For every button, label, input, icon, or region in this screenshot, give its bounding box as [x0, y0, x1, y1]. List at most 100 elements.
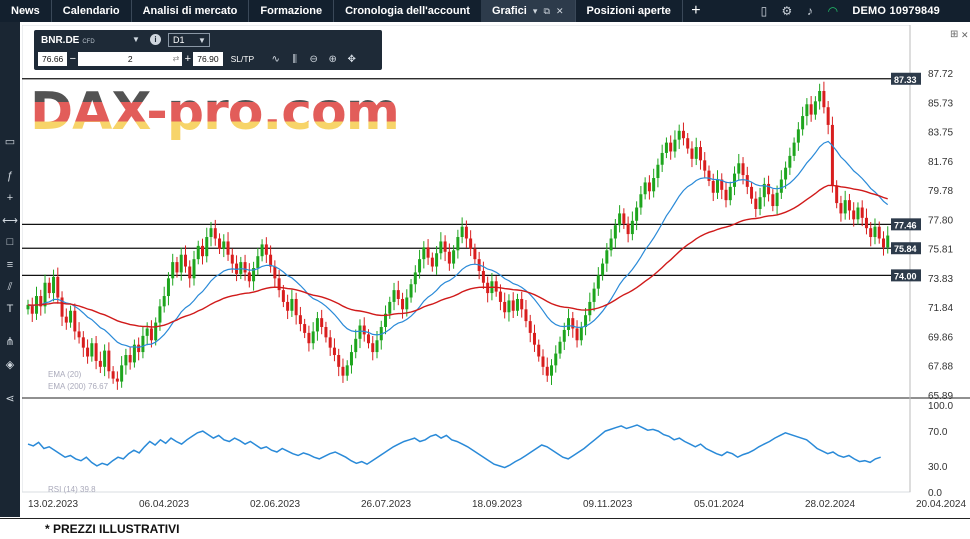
top-right-area: ▯ ⚙ ♪ ◠ DEMO 10979849 [752, 0, 970, 22]
bell-icon[interactable]: ♪ [806, 4, 813, 18]
candle-body [503, 301, 507, 313]
candle-body [235, 263, 239, 274]
candle-body [584, 315, 588, 328]
symbol-dropdown-icon[interactable]: ▼ [132, 35, 140, 44]
close-icon[interactable]: ✕ [555, 6, 564, 16]
candle-body [537, 344, 541, 357]
move-icon[interactable]: ✥ [347, 53, 356, 65]
candle-body [711, 180, 715, 193]
candle-body [507, 300, 511, 313]
rsi-tick-label: 100.0 [928, 401, 953, 412]
candle-body [64, 316, 68, 323]
candle-body [847, 200, 851, 211]
settings-sliders-icon[interactable]: ⚙ [781, 4, 793, 18]
share-icon[interactable]: ⋖ [5, 393, 15, 405]
footer-divider [0, 518, 970, 519]
ema-20-line [27, 140, 889, 348]
sell-price[interactable]: 76.66 [38, 52, 68, 66]
magnet-icon[interactable]: ⋔ [5, 336, 15, 348]
candle-body [643, 182, 647, 195]
candle-body [252, 267, 256, 282]
detach-icon[interactable]: ⧉ [543, 6, 550, 16]
crosshair-icon[interactable]: + [6, 192, 14, 204]
nav-calendar[interactable]: Calendario [62, 5, 120, 17]
timeframe-chevron-icon[interactable]: ▼ [198, 36, 206, 45]
chart-area[interactable]: 87.72 85.73 83.75 81.76 79.78 77.80 75.81 73.83… [22, 25, 970, 517]
decrease-quantity-button[interactable]: − [69, 53, 76, 65]
candle-body [154, 322, 158, 341]
swap-icon[interactable]: ⇄ [172, 54, 180, 63]
candle-body [830, 124, 834, 186]
candle-body [635, 207, 639, 221]
price-tick-label: 85.73 [928, 98, 953, 109]
candle-body [443, 241, 447, 252]
indicators-icon[interactable]: ƒ [6, 170, 14, 182]
date-tick-label: 13.02.2023 [28, 499, 78, 510]
candle-icon[interactable]: ⫼ [292, 53, 297, 65]
zoom-in-icon[interactable]: ⊕ [328, 53, 337, 65]
candle-body [758, 197, 762, 209]
candle-body [409, 284, 413, 298]
candle-body [183, 254, 187, 267]
chart-settings-icon[interactable]: ⊞ [950, 29, 959, 40]
layout-icon[interactable]: ▯ [760, 4, 768, 18]
pitchfork-icon[interactable]: ⫽ [7, 281, 13, 293]
info-icon[interactable]: i [150, 34, 161, 45]
candle-body [269, 254, 273, 267]
add-tab-button[interactable]: + [691, 2, 701, 19]
text-tool-icon[interactable]: T [6, 303, 14, 315]
price-tick-label: 75.81 [928, 245, 953, 256]
candle-body [111, 371, 115, 379]
fibonacci-icon[interactable]: ≡ [6, 259, 14, 271]
candle-body [681, 130, 685, 139]
chevron-down-icon[interactable]: ▾ [532, 6, 538, 16]
candle-body [805, 104, 809, 117]
candle-body [639, 194, 643, 208]
candle-body [422, 247, 426, 260]
nav-market-analysis[interactable]: Analisi di mercato [142, 5, 238, 17]
candle-body [158, 306, 162, 323]
sl-tp-button[interactable]: SL/TP [230, 54, 255, 64]
candle-body [452, 250, 456, 264]
candle-body [294, 298, 298, 316]
layers-icon[interactable]: ◈ [5, 359, 15, 371]
tab-charts[interactable]: Grafici ▾ ⧉ ✕ [480, 0, 575, 22]
price-tick-label: 65.89 [928, 391, 953, 402]
candle-body [277, 278, 281, 291]
left-drawing-toolbar: ▭ ƒ + ⟷ □ ≡ ⫽ T ⋔ ◈ ⋖ [0, 22, 20, 517]
candle-body [162, 296, 166, 307]
candle-body [494, 281, 498, 292]
price-chart[interactable]: 87.72 85.73 83.75 81.76 79.78 77.80 75.81 73.83… [22, 25, 970, 517]
candle-body [809, 104, 813, 115]
price-tick-label: 79.78 [928, 186, 953, 197]
increase-quantity-button[interactable]: + [184, 53, 191, 65]
candle-body [881, 238, 885, 248]
timeframe-select[interactable]: D1 [168, 33, 210, 47]
symbol-name[interactable]: BNR.DE CFD [41, 35, 95, 46]
close-chart-icon[interactable]: ✕ [961, 30, 969, 40]
candle-body [345, 365, 349, 376]
nav-news[interactable]: News [11, 5, 40, 17]
nav-open-positions[interactable]: Posizioni aperte [586, 5, 671, 17]
buy-price[interactable]: 76.90 [193, 52, 223, 66]
candle-body [571, 318, 575, 329]
candle-body [703, 160, 707, 171]
zoom-out-icon[interactable]: ⊖ [309, 53, 318, 65]
nav-training[interactable]: Formazione [260, 5, 323, 17]
order-row: 76.66 − 2 ⇄ + 76.90 SL/TP ∿ ⫼ ⊖ ⊕ ✥ [38, 52, 361, 66]
candle-body [226, 241, 230, 255]
account-indicator[interactable]: DEMO 10979849 [852, 5, 940, 17]
candle-body [481, 270, 485, 283]
candle-body [762, 183, 766, 198]
line-chart-icon[interactable]: ∿ [271, 53, 280, 65]
candle-body [707, 170, 711, 181]
rectangle-tool-icon[interactable]: □ [6, 236, 14, 248]
candle-body [230, 254, 234, 264]
chart-type-icon[interactable]: ▭ [4, 136, 16, 148]
rsi-tick-label: 70.0 [928, 427, 948, 438]
nav-account-history[interactable]: Cronologia dell'account [345, 5, 470, 17]
candle-body [273, 266, 277, 279]
candle-body [524, 309, 528, 322]
line-tool-icon[interactable]: ⟷ [2, 215, 18, 227]
quantity-input[interactable]: 2 ⇄ [78, 52, 183, 66]
